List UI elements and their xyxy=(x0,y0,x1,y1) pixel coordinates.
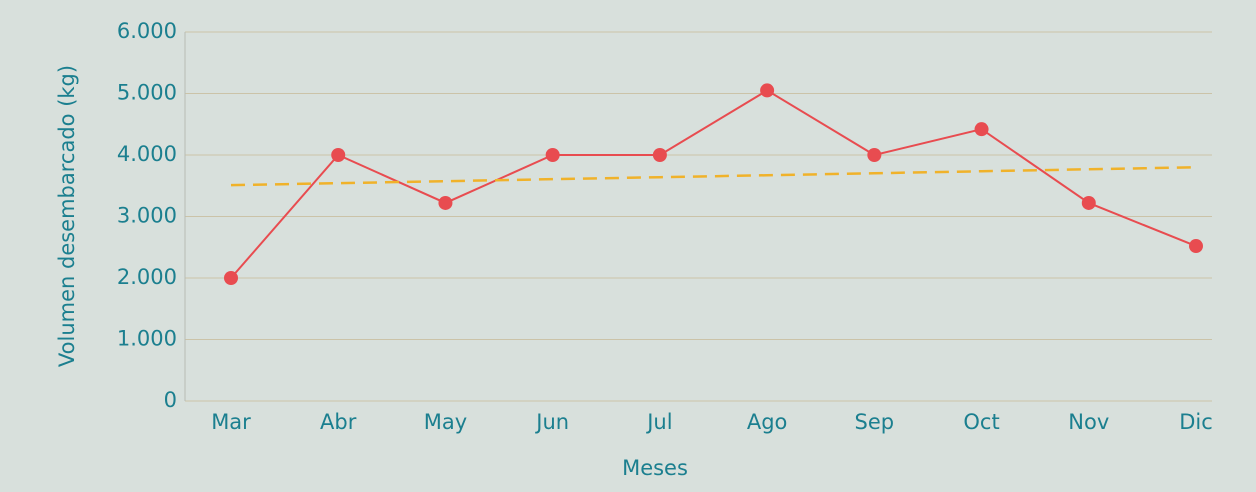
y-tick-label: 5.000 xyxy=(117,81,177,105)
x-tick-label: May xyxy=(424,410,467,434)
x-tick-label: Abr xyxy=(320,410,357,434)
y-tick-label: 2.000 xyxy=(117,265,177,289)
x-tick-label: Dic xyxy=(1179,410,1213,434)
x-tick-label: Mar xyxy=(211,410,251,434)
data-point xyxy=(760,83,775,98)
data-line xyxy=(230,89,1197,279)
x-axis-label: Meses xyxy=(622,456,688,480)
y-tick-label: 3.000 xyxy=(117,204,177,228)
x-tick-label: Nov xyxy=(1068,410,1109,434)
x-tick-label: Oct xyxy=(963,410,999,434)
y-tick-label: 6.000 xyxy=(117,19,177,43)
data-point xyxy=(224,271,238,285)
data-point xyxy=(331,148,346,162)
data-point xyxy=(1189,239,1203,254)
data-point xyxy=(974,122,989,137)
trend-line xyxy=(230,166,1197,187)
x-tick-label: Ago xyxy=(747,410,788,434)
data-point xyxy=(867,148,882,162)
y-tick-label: 1.000 xyxy=(117,327,177,351)
y-tick-label: 4.000 xyxy=(117,142,177,166)
y-tick-label: 0 xyxy=(164,388,177,412)
data-point xyxy=(652,148,667,162)
data-point xyxy=(1081,195,1096,210)
data-point xyxy=(545,148,560,162)
data-point xyxy=(438,195,453,210)
x-tick-label: Jul xyxy=(645,410,672,434)
x-tick-label: Jun xyxy=(534,410,569,434)
y-axis-label: Volumen desembarcado (kg) xyxy=(55,65,79,367)
x-tick-label: Sep xyxy=(855,410,895,434)
